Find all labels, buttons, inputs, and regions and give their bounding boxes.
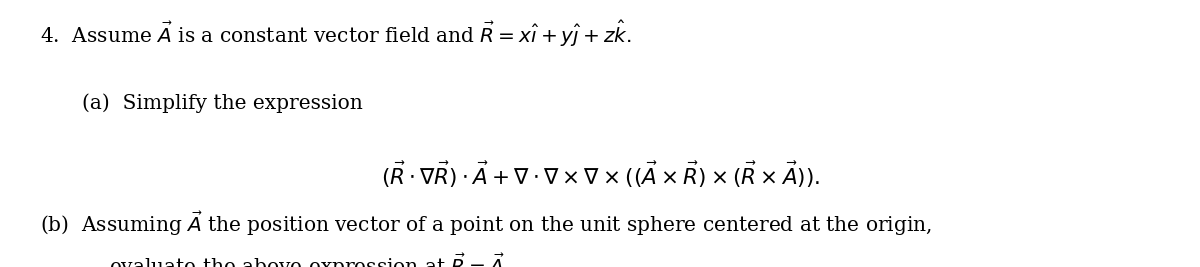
Text: (b)  Assuming $\vec{A}$ the position vector of a point on the unit sphere center: (b) Assuming $\vec{A}$ the position vect… (40, 210, 931, 238)
Text: (a)  Simplify the expression: (a) Simplify the expression (82, 93, 362, 113)
Text: $(\vec{R} \cdot \nabla\vec{R}) \cdot \vec{A} + \nabla \cdot \nabla \times \nabla: $(\vec{R} \cdot \nabla\vec{R}) \cdot \ve… (380, 160, 820, 190)
Text: 4.  Assume $\vec{A}$ is a constant vector field and $\vec{R} = x\hat{\imath} + y: 4. Assume $\vec{A}$ is a constant vector… (40, 19, 631, 49)
Text: evaluate the above expression at $\vec{R} = \vec{A}.$: evaluate the above expression at $\vec{R… (109, 251, 510, 267)
